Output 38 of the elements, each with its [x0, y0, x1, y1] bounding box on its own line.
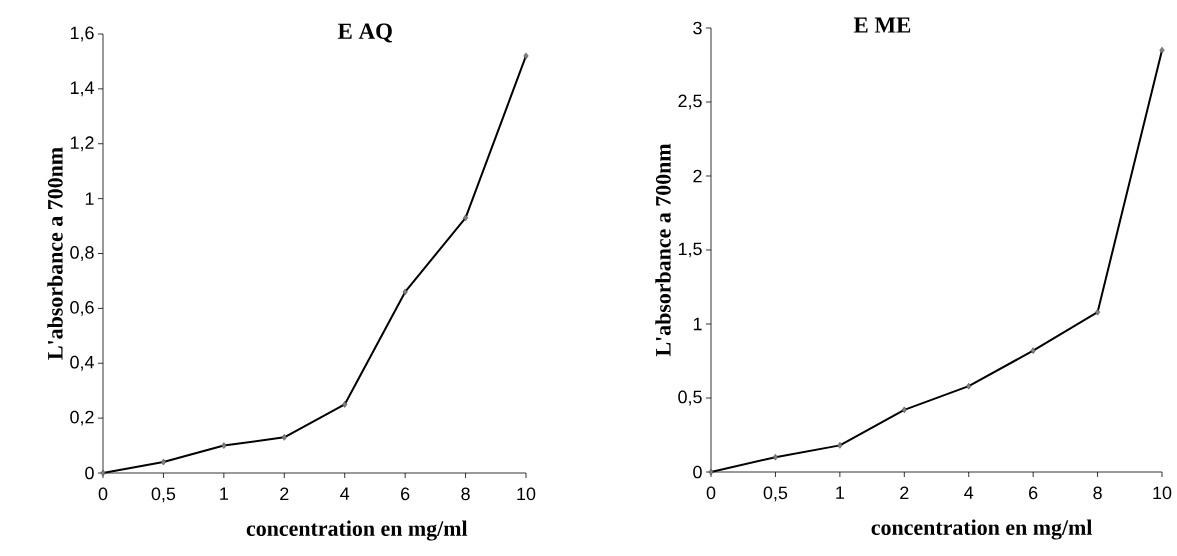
y-tick-label: 0,8: [70, 246, 94, 261]
x-tick-label: 2: [900, 486, 909, 500]
y-axis-title: L'absorbance a 700nm: [655, 143, 671, 357]
y-tick-label: 1: [693, 317, 702, 331]
x-tick-label: 6: [1029, 486, 1038, 500]
y-tick-label: 0,4: [70, 355, 94, 371]
x-axis-title: concentration en mg/ml: [246, 520, 468, 541]
y-tick-label: 3: [693, 21, 702, 35]
y-tick-label: 0,6: [70, 300, 94, 316]
y-tick-label: 0,5: [678, 390, 702, 406]
y-tick-label: 1,4: [70, 81, 94, 97]
x-tick-label: 0,5: [763, 486, 788, 502]
x-tick-label: 0: [98, 487, 108, 501]
y-tick-label: 0,2: [70, 410, 94, 426]
x-tick-label: 1: [220, 487, 228, 500]
x-tick-label: 8: [461, 487, 470, 501]
chart-title: E ME: [853, 17, 911, 33]
y-tick-label: 1,2: [70, 136, 94, 152]
y-tick-label: 1: [85, 192, 94, 205]
x-tick-label: 4: [964, 486, 974, 499]
y-tick-label: 2,5: [678, 94, 702, 110]
y-tick-label: 2: [693, 169, 702, 183]
x-tick-label: 8: [1093, 486, 1102, 500]
x-tick-label: 0: [706, 486, 716, 500]
x-axis-title: concentration en mg/ml: [871, 519, 1093, 540]
x-tick-label: 10: [517, 487, 536, 501]
y-axis-title: L'absorbance a 700nm: [47, 147, 63, 360]
y-tick-label: 1,5: [678, 242, 702, 258]
x-tick-label: 1: [836, 486, 844, 499]
chart-title: E AQ: [337, 23, 392, 43]
y-tick-label: 1,6: [70, 26, 94, 42]
y-tick-label: 0: [85, 466, 94, 480]
y-tick-label: 0: [693, 465, 702, 479]
x-tick-label: 4: [340, 487, 350, 500]
x-tick-label: 0,5: [151, 487, 176, 503]
x-tick-label: 2: [280, 487, 289, 501]
x-tick-label: 10: [1153, 486, 1172, 500]
x-tick-label: 6: [401, 487, 410, 501]
